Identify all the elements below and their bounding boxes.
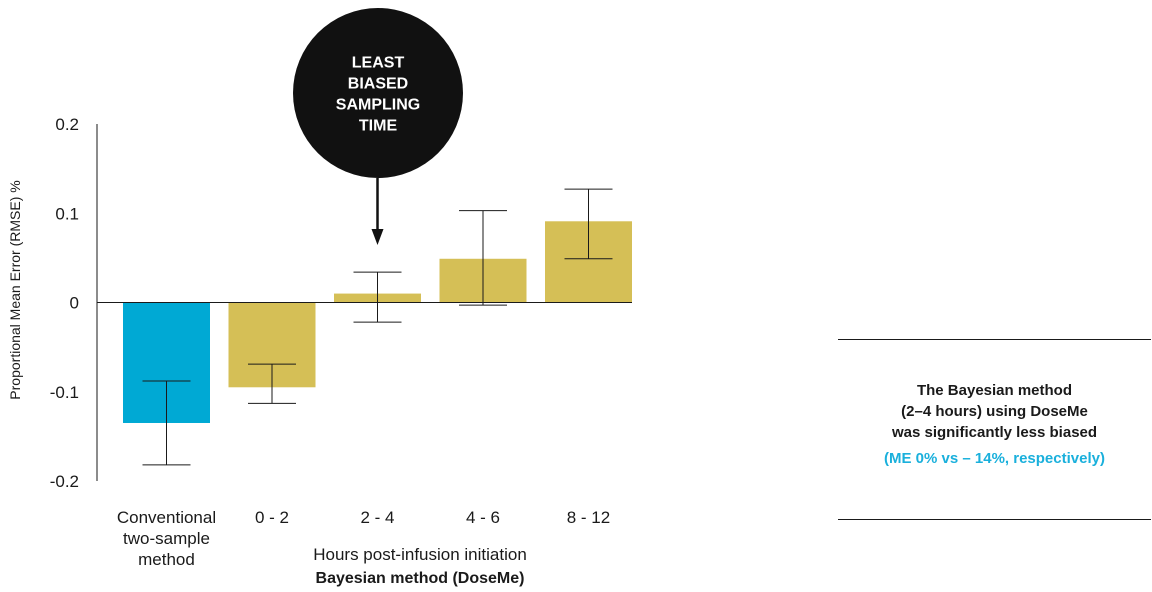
x-tick-labels: Conventional two-sample method 0 - 2 2 - 4 4 …: [117, 508, 610, 569]
note-line-1: The Bayesian method: [916, 382, 1073, 399]
x-tick-label: 0 - 2: [255, 508, 289, 527]
note-highlight: (ME 0% vs – 14%, respectively): [884, 450, 1105, 467]
callout-text: LEAST BIASED SAMPLING TIME: [336, 55, 420, 135]
x-tick-label: 8 - 12: [567, 508, 610, 527]
x-tick-label: 4 - 6: [466, 508, 500, 527]
y-tick-label: -0.2: [50, 472, 79, 491]
x-tick-label: 2 - 4: [360, 508, 394, 527]
y-axis-label: Proportional Mean Error (RMSE) %: [7, 180, 23, 399]
note-line-3: was significantly less biased: [891, 424, 1098, 441]
y-tick-label: 0.1: [55, 204, 79, 223]
y-tick-label: 0.2: [55, 115, 79, 134]
y-axis: 0.2 0.1 0 -0.1 -0.2: [50, 115, 98, 491]
callout-annotation: LEAST BIASED SAMPLING TIME: [293, 8, 463, 245]
bar-chart: 0.2 0.1 0 -0.1 -0.2 Conventional two-sample me…: [7, 8, 632, 587]
x-axis-label: Hours post-infusion initiation: [313, 545, 527, 564]
y-tick-label: 0: [70, 294, 79, 313]
x-axis-group-label: Bayesian method (DoseMe): [316, 570, 525, 587]
bars: [97, 221, 632, 423]
error-bars: [142, 188, 613, 466]
x-tick-label: Conventional two-sample method: [117, 508, 216, 569]
y-tick-label: -0.1: [50, 383, 79, 402]
summary-note: The Bayesian method (2–4 hours) using Do…: [838, 339, 1151, 520]
note-line-2: (2–4 hours) using DoseMe: [901, 403, 1088, 420]
callout-circle: [293, 8, 463, 178]
callout-arrow-head: [371, 229, 384, 245]
